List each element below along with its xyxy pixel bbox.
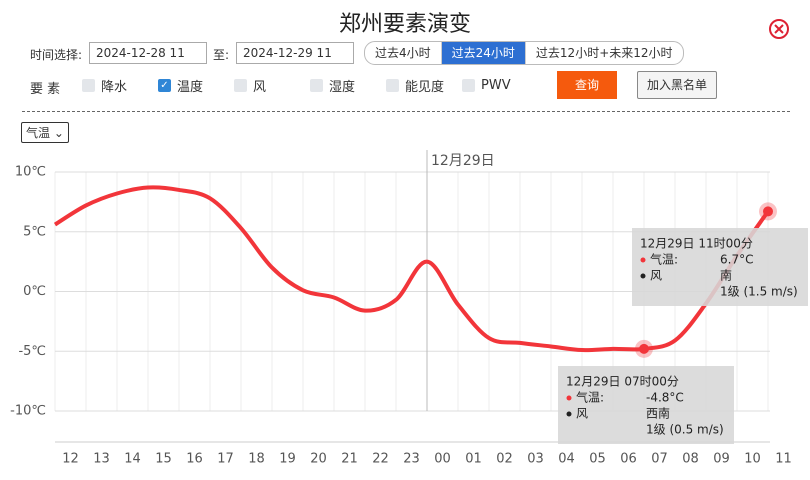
x-tick-label: 05 [589, 452, 606, 467]
tooltip-label: 气温: [650, 252, 678, 267]
legend-dot [566, 395, 572, 401]
x-tick-label: 11 [775, 452, 792, 467]
legend-dot [640, 273, 646, 279]
y-tick-label: 5℃ [23, 224, 46, 239]
element-name: 湿度 [329, 80, 356, 95]
tooltip-extra: 1级 (0.5 m/s) [646, 423, 724, 437]
start-input[interactable]: 2024-12-28 11 [89, 42, 207, 64]
x-tick-label: 02 [496, 452, 513, 467]
x-tick-label: 08 [682, 452, 699, 467]
x-tick-label: 21 [341, 452, 358, 467]
tooltip-box [632, 228, 808, 306]
x-tick-label: 22 [372, 452, 389, 467]
x-tick-label: 03 [527, 452, 544, 467]
tooltip-title: 12月29日 07时00分 [566, 375, 679, 389]
tooltip-title: 12月29日 11时00分 [640, 237, 753, 251]
tooltip-value: -4.8°C [646, 391, 684, 405]
elements: 降水 ✓ 温度 风 湿度 能见度 PWV [82, 76, 538, 95]
x-tick-label: 07 [651, 452, 668, 467]
page-title: 郑州要素演变 [338, 12, 471, 37]
tooltip-label: 风 [576, 407, 588, 421]
end-input[interactable]: 2024-12-29 11 [236, 42, 354, 64]
x-tick-label: 01 [465, 452, 482, 467]
element-name: PWV [481, 78, 511, 93]
checkbox[interactable] [82, 79, 95, 92]
select-text: 气温 [26, 126, 51, 140]
to-label: 至: [213, 48, 230, 62]
y-tick-label: 10℃ [15, 165, 46, 180]
elements-label: 要 素 [30, 82, 61, 97]
close-icon[interactable] [768, 18, 790, 40]
y-tick-label: -5℃ [18, 344, 46, 359]
element-name: 温度 [177, 80, 204, 95]
x-tick-label: 06 [620, 452, 637, 467]
element-option[interactable]: PWV [462, 76, 538, 95]
element-name: 能见度 [405, 80, 445, 95]
x-tick-label: 15 [155, 452, 172, 467]
tooltip-value: 南 [720, 268, 732, 283]
checkbox[interactable] [310, 79, 323, 92]
query-button[interactable]: 查询 [557, 71, 617, 99]
time-label: 时间选择: [30, 48, 83, 62]
legend-dot [640, 257, 646, 263]
y-tick-label: -10℃ [10, 404, 46, 419]
x-tick-label: 10 [744, 452, 761, 467]
element-name: 风 [253, 80, 267, 95]
range-button[interactable]: 过去24小时 [440, 42, 525, 64]
checkbox[interactable]: ✓ [158, 79, 171, 92]
range-button[interactable]: 过去4小时 [375, 46, 431, 60]
element-option[interactable]: 能见度 [386, 76, 462, 95]
x-tick-label: 14 [124, 452, 141, 467]
x-tick-label: 23 [403, 452, 420, 467]
x-tick-label: 13 [93, 452, 110, 467]
checkbox[interactable] [462, 79, 475, 92]
day-annotation: 12月29日 [431, 153, 495, 169]
x-tick-label: 12 [62, 452, 79, 467]
x-tick-label: 20 [310, 452, 327, 467]
x-tick-label: 00 [434, 452, 451, 467]
tooltip-label: 风 [650, 269, 662, 283]
point-marker [763, 206, 773, 217]
element-name: 降水 [101, 80, 128, 95]
divider [22, 111, 790, 112]
x-tick-label: 16 [186, 452, 203, 467]
x-tick-label: 04 [558, 452, 575, 467]
point-marker [639, 343, 649, 354]
element-option[interactable]: ✓ 温度 [158, 76, 234, 95]
checkbox[interactable] [386, 79, 399, 92]
x-tick-label: 17 [217, 452, 234, 467]
checkbox[interactable] [234, 79, 247, 92]
range-button[interactable]: 过去12小时+未来12小时 [524, 42, 683, 64]
element-option[interactable]: 湿度 [310, 76, 386, 95]
element-option[interactable]: 降水 [82, 76, 158, 95]
tooltip-value: 西南 [646, 406, 670, 421]
blacklist-button[interactable]: 加入黑名单 [637, 71, 717, 99]
legend-dot [566, 411, 572, 417]
x-tick-label: 18 [248, 452, 265, 467]
tooltip-value: 6.7°C [720, 253, 753, 267]
element-select[interactable]: 气温 ⌄ [21, 122, 69, 143]
x-tick-label: 19 [279, 452, 296, 467]
tooltip-label: 气温: [576, 390, 604, 405]
range-group: 过去4小时 过去24小时 过去12小时+未来12小时 [364, 41, 684, 65]
y-tick-label: 0℃ [23, 284, 46, 299]
tooltip-extra: 1级 (1.5 m/s) [720, 285, 798, 299]
x-tick-label: 09 [713, 452, 730, 467]
tooltip-box [558, 366, 734, 444]
element-option[interactable]: 风 [234, 76, 310, 95]
